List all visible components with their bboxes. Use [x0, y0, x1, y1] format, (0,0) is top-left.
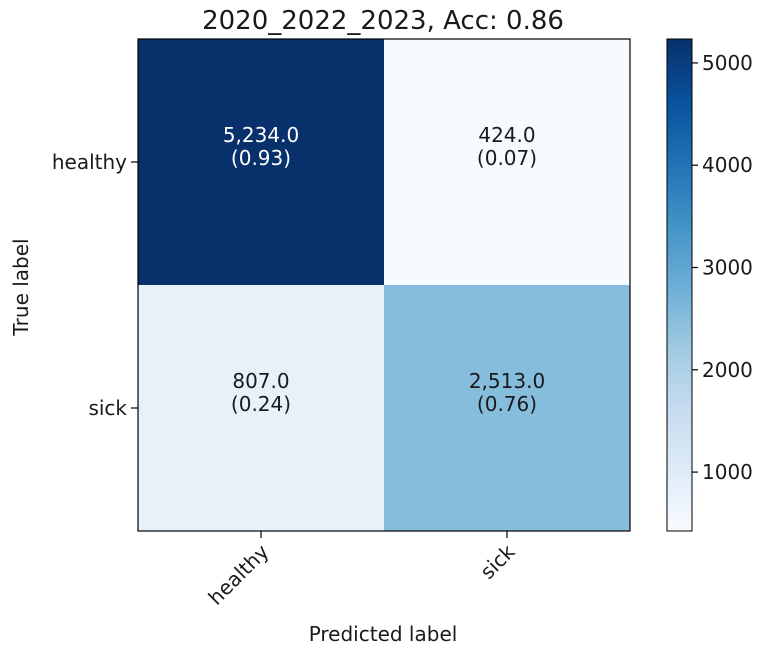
matrix-cell: [138, 285, 384, 531]
cell-value-label: 424.0: [478, 123, 535, 147]
y-ticks: healthy sick: [52, 150, 138, 420]
colorbar-tick-label: 5000: [702, 51, 753, 75]
y-axis-label: True label: [9, 238, 33, 336]
matrix-cell: [384, 285, 630, 531]
matrix-cell: [384, 39, 630, 285]
cell-value-label: 2,513.0: [469, 369, 545, 393]
x-ticks: healthy sick: [203, 531, 520, 610]
cell-normalized-label: (0.24): [231, 392, 291, 416]
colorbar-tick-label: 3000: [702, 256, 753, 280]
cell-value-label: 807.0: [232, 369, 289, 393]
cell-normalized-label: (0.76): [477, 392, 537, 416]
matrix-cells: 5,234.0(0.93) 424.0(0.07) 807.0(0.24) 2,513…: [138, 39, 630, 531]
colorbar-tick-label: 2000: [702, 358, 753, 382]
colorbar-tick-label: 4000: [702, 153, 753, 177]
colorbar-tick-label: 1000: [702, 460, 753, 484]
chart-title: 2020_2022_2023, Acc: 0.86: [202, 6, 564, 36]
cell-normalized-label: (0.07): [477, 146, 537, 170]
cell-value-label: 5,234.0: [223, 123, 299, 147]
x-tick-label: healthy: [203, 539, 273, 609]
y-tick-label: sick: [88, 396, 127, 420]
y-tick-label: healthy: [52, 150, 127, 174]
matrix-cell: [138, 39, 384, 285]
cell-normalized-label: (0.93): [231, 146, 291, 170]
x-axis-label: Predicted label: [309, 622, 458, 646]
colorbar: [666, 38, 693, 532]
x-tick-label: sick: [475, 539, 520, 584]
plot-frame: [137, 38, 631, 532]
colorbar-ticks: 1000 2000 3000 4000 5000: [692, 51, 753, 484]
